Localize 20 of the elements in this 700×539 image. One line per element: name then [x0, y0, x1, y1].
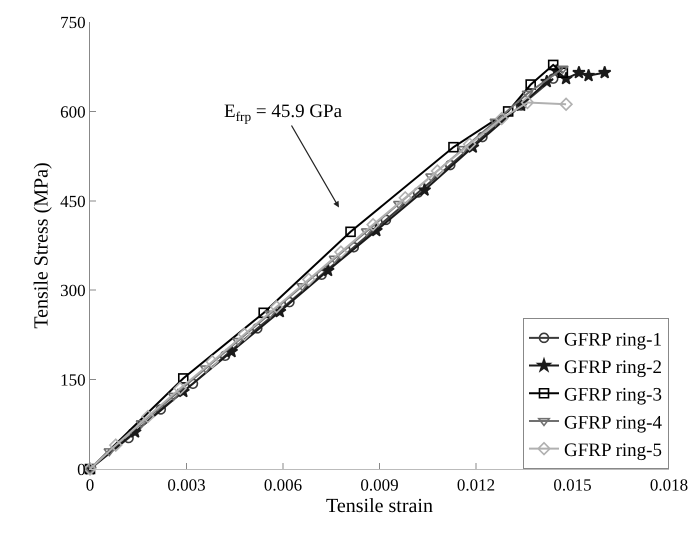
legend-label: GFRP ring-2: [564, 356, 662, 378]
x-tick-label: 0.006: [264, 475, 302, 494]
y-axis-title: Tensile Stress (MPa): [30, 162, 53, 329]
y-tick-label: 150: [60, 370, 86, 390]
x-tick-label: 0.012: [456, 475, 496, 494]
annotation: E$_{frp}$ = 45.9 GPa: [224, 101, 343, 124]
legend-label: GFRP ring-4: [564, 412, 663, 434]
legend-label: GFRP ring-1: [564, 329, 662, 350]
x-tick-label: 0.015: [553, 475, 592, 494]
x-tick-label: 0.003: [167, 475, 206, 494]
y-tick-label: 450: [60, 192, 86, 211]
y-tick-label: 750: [60, 12, 86, 32]
x-tick-label: 0.009: [360, 475, 399, 494]
x-tick-label: 0.018: [650, 475, 688, 494]
x-axis-title: Tensile strain: [326, 494, 433, 517]
legend-label: GFRP ring-5: [564, 440, 662, 462]
legend-label: GFRP ring-3: [564, 384, 662, 406]
y-tick-label: 300: [60, 281, 86, 300]
y-tick-label: 0: [77, 460, 86, 479]
y-tick-label: 600: [60, 102, 86, 122]
